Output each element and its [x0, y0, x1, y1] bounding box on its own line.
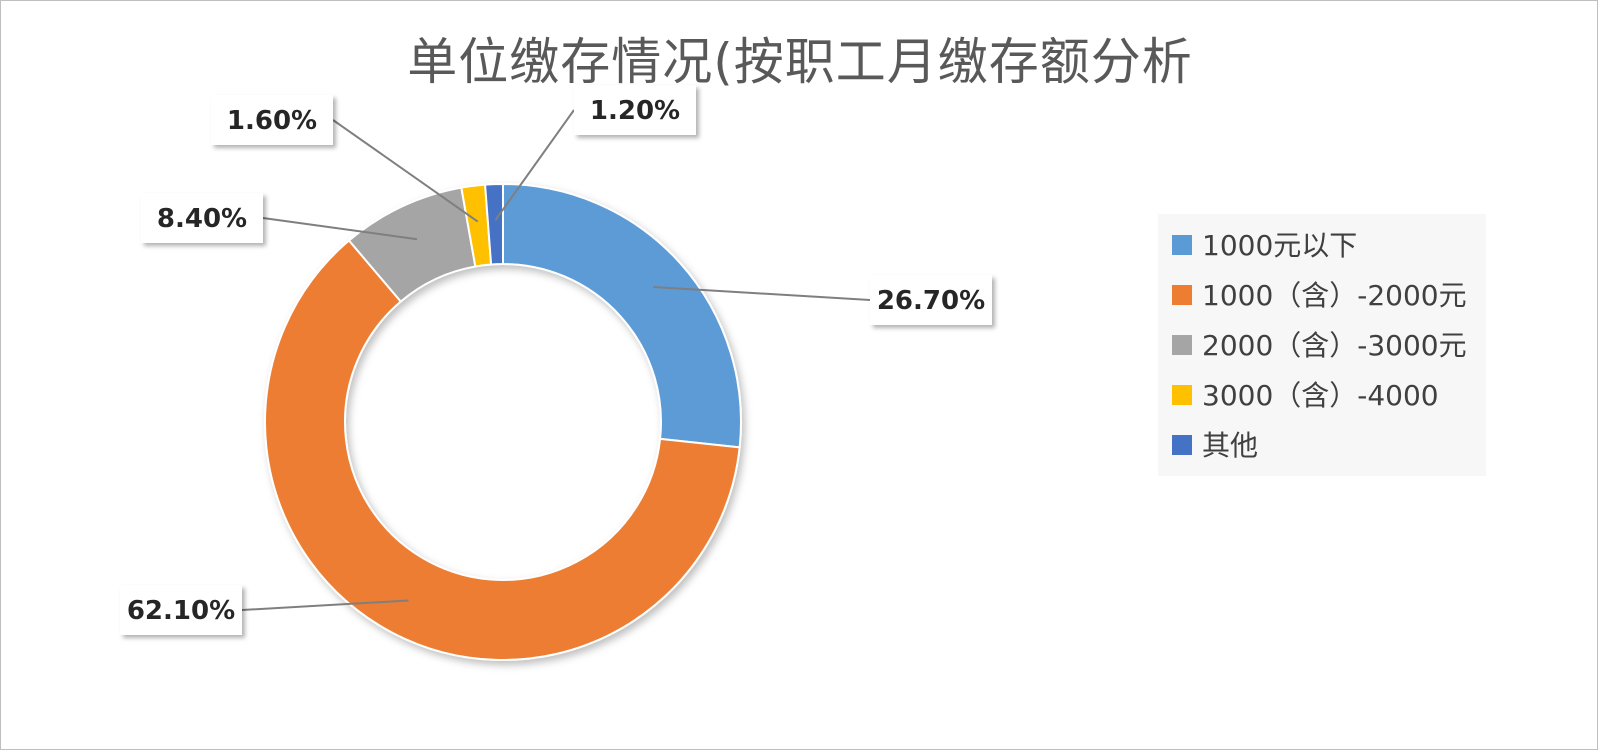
data-label-box-2000-3000: [141, 193, 263, 243]
data-label-1000-2000: 62.10%: [127, 596, 235, 626]
legend-swatch-below-1000: [1172, 235, 1192, 255]
donut-slice-other: [483, 182, 504, 266]
leader-line-2000-3000: [262, 217, 418, 241]
data-label-box-other: [574, 85, 696, 135]
legend-swatch-1000-2000: [1172, 285, 1192, 305]
legend-swatch-2000-3000: [1172, 335, 1192, 355]
leader-line-below-1000: [653, 285, 871, 301]
legend-swatch-other: [1172, 435, 1192, 455]
legend-label-other: 其他: [1202, 429, 1258, 462]
leader-line-1000-2000: [241, 599, 409, 611]
legend-label-below-1000: 1000元以下: [1202, 229, 1357, 262]
leader-line-other: [494, 109, 575, 221]
donut-slice-below-1000: [502, 182, 742, 449]
data-label-box-3000-4000: [211, 95, 333, 145]
data-label-box-1000-2000: [120, 585, 242, 635]
data-label-2000-3000: 8.40%: [157, 204, 247, 234]
data-label-3000-4000: 1.60%: [227, 106, 317, 136]
chart-title: 单位缴存情况(按职工月缴存额分析: [407, 33, 1193, 91]
leader-line-3000-4000: [332, 119, 479, 223]
legend-label-2000-3000: 2000（含）-3000元: [1202, 329, 1467, 362]
legend-background: [1158, 214, 1486, 476]
legend-label-1000-2000: 1000（含）-2000元: [1202, 279, 1467, 312]
legend: 1000元以下 1000（含）-2000元 2000（含）-3000元 3000（含）…: [1158, 214, 1486, 476]
donut-slice-1000-2000: [264, 239, 741, 661]
legend-swatch-3000-4000: [1172, 385, 1192, 405]
data-label-below-1000: 26.70%: [877, 286, 985, 316]
data-label-box-below-1000: [870, 275, 992, 325]
legend-label-3000-4000: 3000（含）-4000: [1202, 379, 1439, 412]
data-label-other: 1.20%: [590, 96, 680, 126]
